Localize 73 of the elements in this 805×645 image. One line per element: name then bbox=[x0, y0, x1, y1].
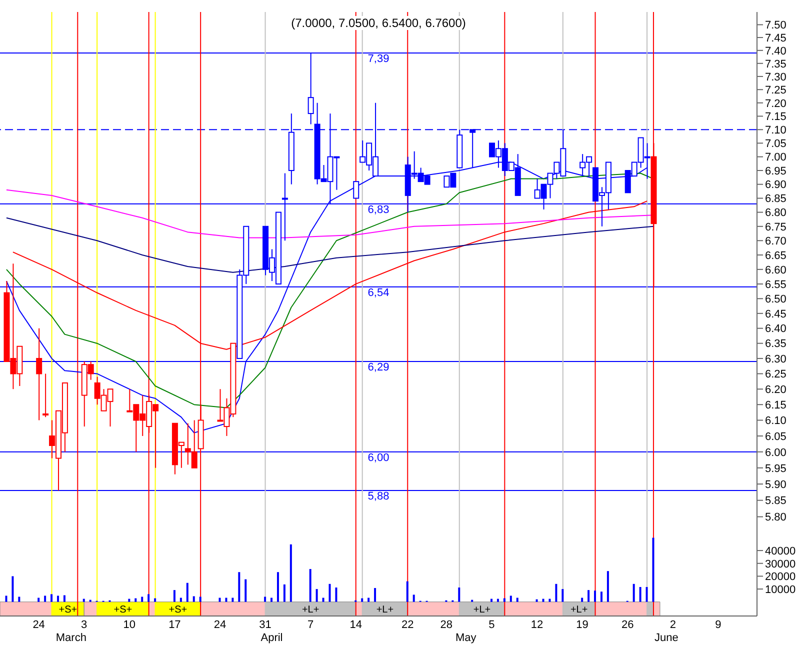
y-tick-label: 6.10 bbox=[765, 415, 786, 428]
x-tick-label: 2 bbox=[670, 619, 676, 631]
y-tick-label: 5.90 bbox=[765, 478, 786, 491]
ref-line-label: 6,00 bbox=[368, 452, 390, 464]
y-tick-label: 6.30 bbox=[765, 353, 786, 366]
y-tick-label: 7.00 bbox=[765, 152, 786, 164]
x-tick-label: 14 bbox=[350, 619, 362, 631]
x-tick-label: 17 bbox=[168, 619, 181, 631]
y-tick-label: 5.95 bbox=[765, 462, 786, 475]
ref-line-label: 6,83 bbox=[368, 204, 390, 216]
x-tick-label: 7 bbox=[308, 619, 314, 631]
y-tick-label: 40000 bbox=[765, 545, 796, 558]
band-label: +S+ bbox=[168, 604, 188, 616]
x-tick-label: 10 bbox=[123, 619, 136, 631]
x2-tick-label: June bbox=[654, 632, 678, 644]
x-tick-label: 24 bbox=[214, 619, 226, 631]
chart-title: (7.0000, 7.0500, 6.5400, 6.7600) bbox=[288, 16, 469, 30]
y-tick-label: 20000 bbox=[765, 571, 796, 584]
y-tick-label: 6.70 bbox=[765, 236, 786, 248]
y-tick-label: 6.75 bbox=[765, 221, 786, 234]
x2-tick-label: April bbox=[260, 632, 283, 644]
x-tick-label: 19 bbox=[576, 619, 588, 631]
x-tick-label: 31 bbox=[259, 619, 272, 631]
ref-line-label: 7,39 bbox=[368, 53, 390, 65]
x-tick-label: 26 bbox=[621, 619, 634, 631]
y-tick-label: 6.95 bbox=[765, 165, 786, 178]
y-tick-label: 7.45 bbox=[765, 32, 786, 44]
y-tick-label: 7.05 bbox=[765, 138, 786, 150]
y-tick-label: 7.50 bbox=[765, 20, 786, 32]
y-tick-label: 6.15 bbox=[765, 399, 786, 412]
x-tick-label: 3 bbox=[81, 619, 88, 631]
band-label: +L+ bbox=[473, 604, 491, 616]
x-tick-label: 28 bbox=[440, 619, 453, 631]
y-tick-label: 6.50 bbox=[765, 294, 786, 306]
x2-tick-label: March bbox=[56, 632, 86, 644]
y-tick-label: 6.55 bbox=[765, 278, 786, 291]
y-tick-label: 7.30 bbox=[765, 71, 786, 84]
y-tick-label: 7.35 bbox=[765, 58, 786, 70]
x2-tick-label: May bbox=[455, 632, 477, 644]
ref-line-label: 6,54 bbox=[368, 286, 390, 299]
y-tick-label: 7.10 bbox=[765, 124, 786, 137]
y-tick-label: 6.25 bbox=[765, 368, 786, 381]
y-tick-label: 6.65 bbox=[765, 250, 786, 262]
y-tick-label: 7.15 bbox=[765, 111, 786, 124]
y-tick-label: 10000 bbox=[765, 584, 796, 596]
y-tick-label: 6.60 bbox=[765, 264, 786, 276]
band-label: +S+ bbox=[58, 604, 78, 616]
band-label: +S+ bbox=[114, 604, 132, 616]
band-label: +L+ bbox=[302, 604, 320, 616]
y-tick-label: 6.45 bbox=[765, 308, 786, 320]
x-tick-label: 5 bbox=[488, 619, 495, 631]
y-tick-label: 5.80 bbox=[765, 512, 786, 524]
y-tick-label: 6.85 bbox=[765, 193, 786, 206]
y-tick-label: 5.85 bbox=[765, 495, 786, 508]
x-tick-label: 12 bbox=[530, 619, 544, 631]
x-tick-label: 9 bbox=[715, 619, 722, 631]
y-tick-label: 6.35 bbox=[765, 338, 786, 350]
y-tick-label: 7.25 bbox=[765, 84, 786, 97]
y-tick-label: 7.20 bbox=[765, 98, 786, 110]
band-label: +L+ bbox=[376, 604, 394, 616]
y-tick-label: 30000 bbox=[765, 558, 796, 570]
y-tick-label: 6.80 bbox=[765, 207, 786, 220]
ref-line-label: 6,29 bbox=[368, 362, 390, 374]
x-tick-label: 22 bbox=[401, 619, 414, 631]
x-tick-label: 24 bbox=[32, 619, 45, 631]
y-tick-label: 7.40 bbox=[765, 45, 786, 58]
y-tick-label: 6.00 bbox=[765, 446, 786, 459]
y-tick-label: 6.40 bbox=[765, 323, 786, 336]
y-tick-label: 6.90 bbox=[765, 179, 786, 192]
y-tick-label: 6.20 bbox=[765, 384, 786, 396]
band-label: +L+ bbox=[570, 604, 588, 616]
y-tick-label: 6.05 bbox=[765, 430, 786, 443]
ref-line-label: 5,88 bbox=[368, 490, 390, 503]
